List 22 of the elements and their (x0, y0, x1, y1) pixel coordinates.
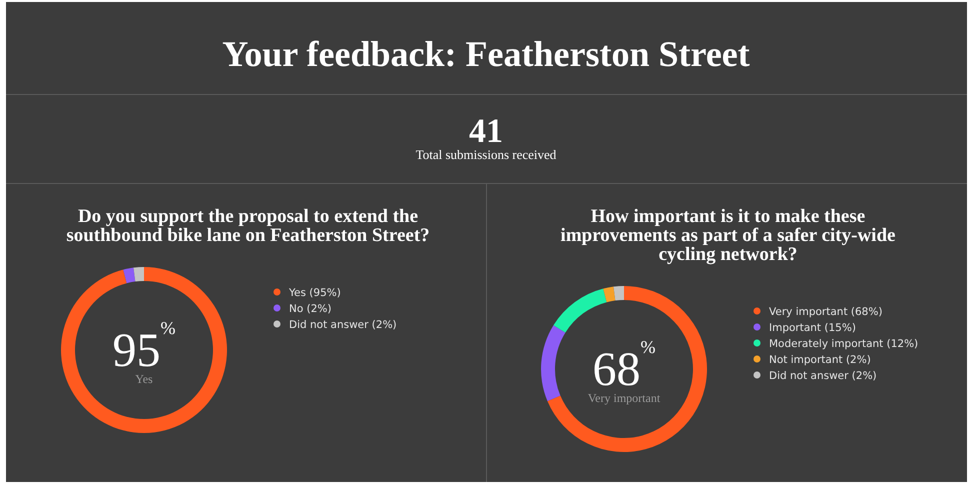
donut-slice (133, 267, 144, 282)
donut-slice (61, 267, 227, 433)
text: Your feedback: Featherston Street (222, 34, 750, 74)
chart-title: Do you support the proposal to extend the southbound bike lane on Featherston Street? (66, 206, 430, 246)
donut-slice (613, 286, 624, 301)
legend-label: Did not answer (2%) (769, 370, 877, 382)
legend-label: Yes (95%) (288, 287, 341, 299)
legend-label: No (2%) (289, 303, 332, 315)
chart-title: How important is it to make these improvements as part of a safer city-wide cycling network? (560, 206, 896, 265)
donut-slice (603, 286, 616, 302)
legend-label: Moderately important (12%) (769, 338, 918, 350)
legend-label: Did not answer (2%) (289, 319, 397, 331)
donut-slice (123, 268, 136, 284)
legend-label: Important (15%) (769, 322, 856, 334)
donut-slice (541, 325, 566, 402)
legend-label: Not important (2%) (769, 354, 871, 366)
donut-slice (553, 288, 607, 333)
text: Total submissions received (416, 147, 557, 162)
legend-label: Very important (68%) (769, 306, 882, 318)
text: Yes (135, 372, 154, 386)
donut-slice (547, 286, 707, 452)
text: 41 (469, 113, 503, 150)
